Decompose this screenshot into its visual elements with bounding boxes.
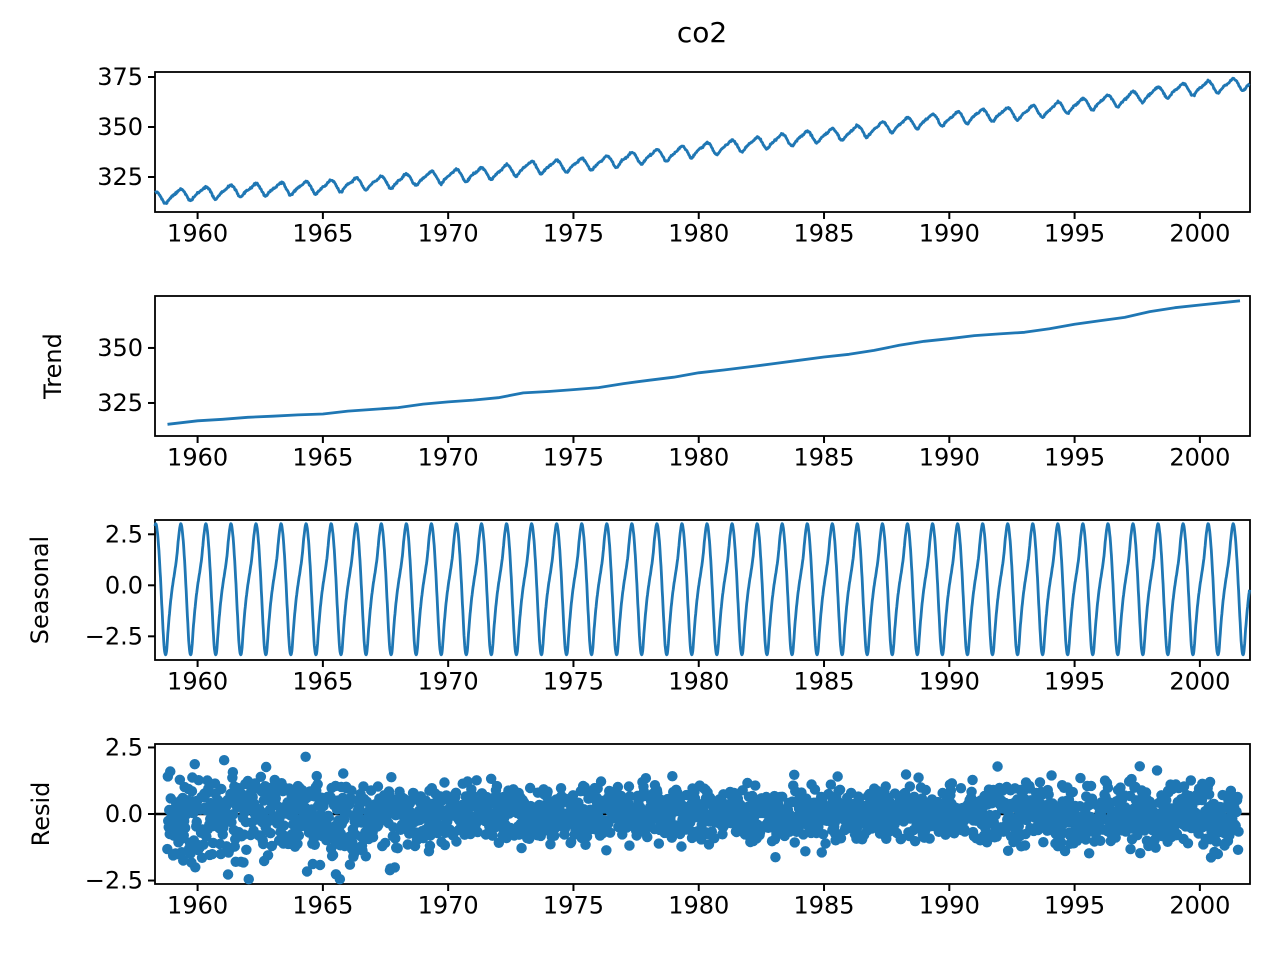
x-tick-label: 1975 <box>543 220 604 248</box>
x-tick-label: 1960 <box>167 220 228 248</box>
x-tick-label: 1980 <box>668 668 729 696</box>
x-tick-label: 1985 <box>793 892 854 920</box>
x-tick-label: 1965 <box>292 668 353 696</box>
x-tick-label: 1990 <box>919 220 980 248</box>
x-tick-label: 1985 <box>793 668 854 696</box>
y-tick-label: 350 <box>97 334 143 362</box>
x-tick-label: 1985 <box>793 444 854 472</box>
x-tick-label: 1980 <box>668 444 729 472</box>
chart-title: co2 <box>676 16 728 49</box>
y-tick-label: 2.5 <box>105 734 143 762</box>
x-tick-label: 2000 <box>1169 668 1230 696</box>
y-tick-label: 350 <box>97 113 143 141</box>
x-tick-label: 1960 <box>167 444 228 472</box>
observed-series <box>154 76 1251 205</box>
y-tick-label: 325 <box>97 163 143 191</box>
trend-series <box>167 299 1241 426</box>
x-tick-label: 1975 <box>543 668 604 696</box>
x-tick-label: 1995 <box>1044 668 1105 696</box>
y-tick-label: 325 <box>97 389 143 417</box>
resid-points <box>162 751 1244 885</box>
x-tick-label: 1990 <box>919 892 980 920</box>
x-tick-label: 1970 <box>418 892 479 920</box>
x-tick-label: 1975 <box>543 892 604 920</box>
x-tick-label: 1985 <box>793 220 854 248</box>
x-tick-label: 2000 <box>1169 220 1230 248</box>
x-tick-label: 1995 <box>1044 892 1105 920</box>
resid-axis-label: Resid <box>27 781 55 847</box>
x-tick-label: 1990 <box>919 668 980 696</box>
x-tick-label: 1970 <box>418 444 479 472</box>
x-tick-label: 1995 <box>1044 220 1105 248</box>
x-tick-label: 1980 <box>668 892 729 920</box>
x-tick-label: 1960 <box>167 892 228 920</box>
x-tick-label: 1960 <box>167 668 228 696</box>
y-tick-label: 0.0 <box>105 571 143 599</box>
x-tick-label: 1980 <box>668 220 729 248</box>
x-tick-label: 1970 <box>418 220 479 248</box>
x-tick-label: 1990 <box>919 444 980 472</box>
seasonal-series <box>153 522 1251 657</box>
x-tick-label: 2000 <box>1169 444 1230 472</box>
y-tick-label: 2.5 <box>105 520 143 548</box>
y-tick-label: 0.0 <box>105 800 143 828</box>
x-tick-label: 2000 <box>1169 892 1230 920</box>
panel-spine-trend <box>154 295 1251 437</box>
y-tick-label: 375 <box>97 63 143 91</box>
x-tick-label: 1965 <box>292 220 353 248</box>
y-tick-label: −2.5 <box>85 622 143 650</box>
x-tick-label: 1995 <box>1044 444 1105 472</box>
y-tick-label: −2.5 <box>85 867 143 895</box>
x-tick-label: 1975 <box>543 444 604 472</box>
panel-spine-observed <box>154 71 1251 213</box>
x-tick-label: 1965 <box>292 444 353 472</box>
x-tick-label: 1970 <box>418 668 479 696</box>
x-tick-label: 1965 <box>292 892 353 920</box>
